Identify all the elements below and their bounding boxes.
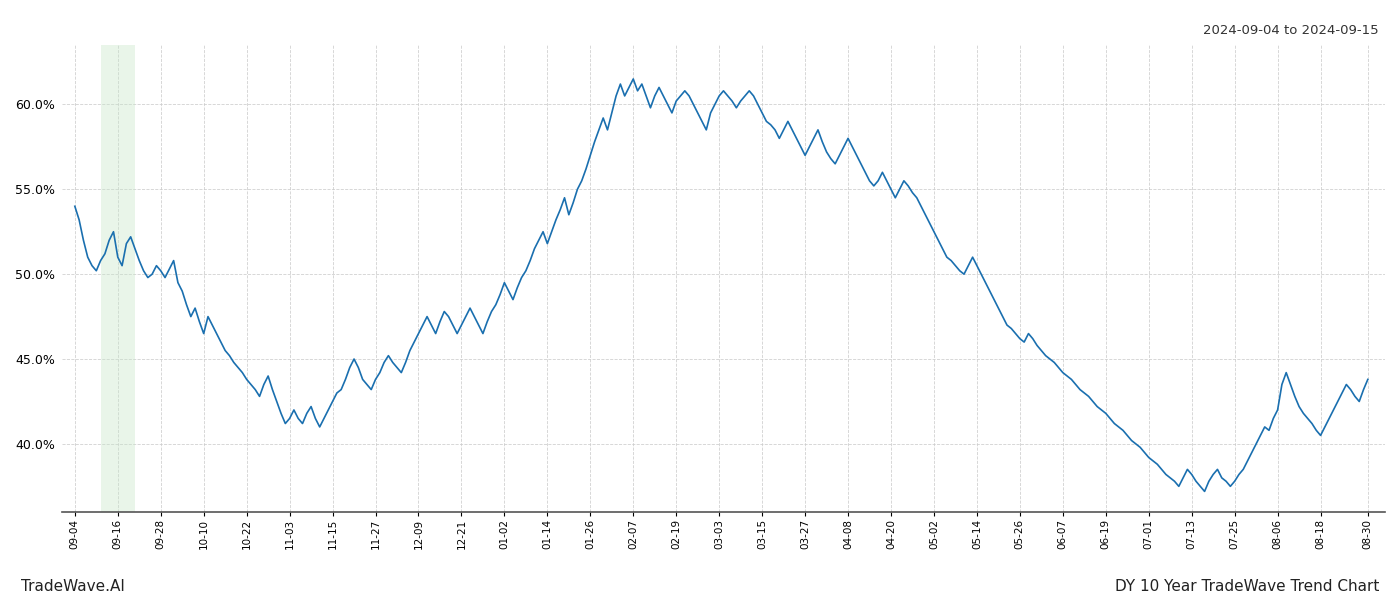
Text: TradeWave.AI: TradeWave.AI [21, 579, 125, 594]
Text: 2024-09-04 to 2024-09-15: 2024-09-04 to 2024-09-15 [1204, 24, 1379, 37]
Text: DY 10 Year TradeWave Trend Chart: DY 10 Year TradeWave Trend Chart [1114, 579, 1379, 594]
Bar [101, 45, 134, 512]
